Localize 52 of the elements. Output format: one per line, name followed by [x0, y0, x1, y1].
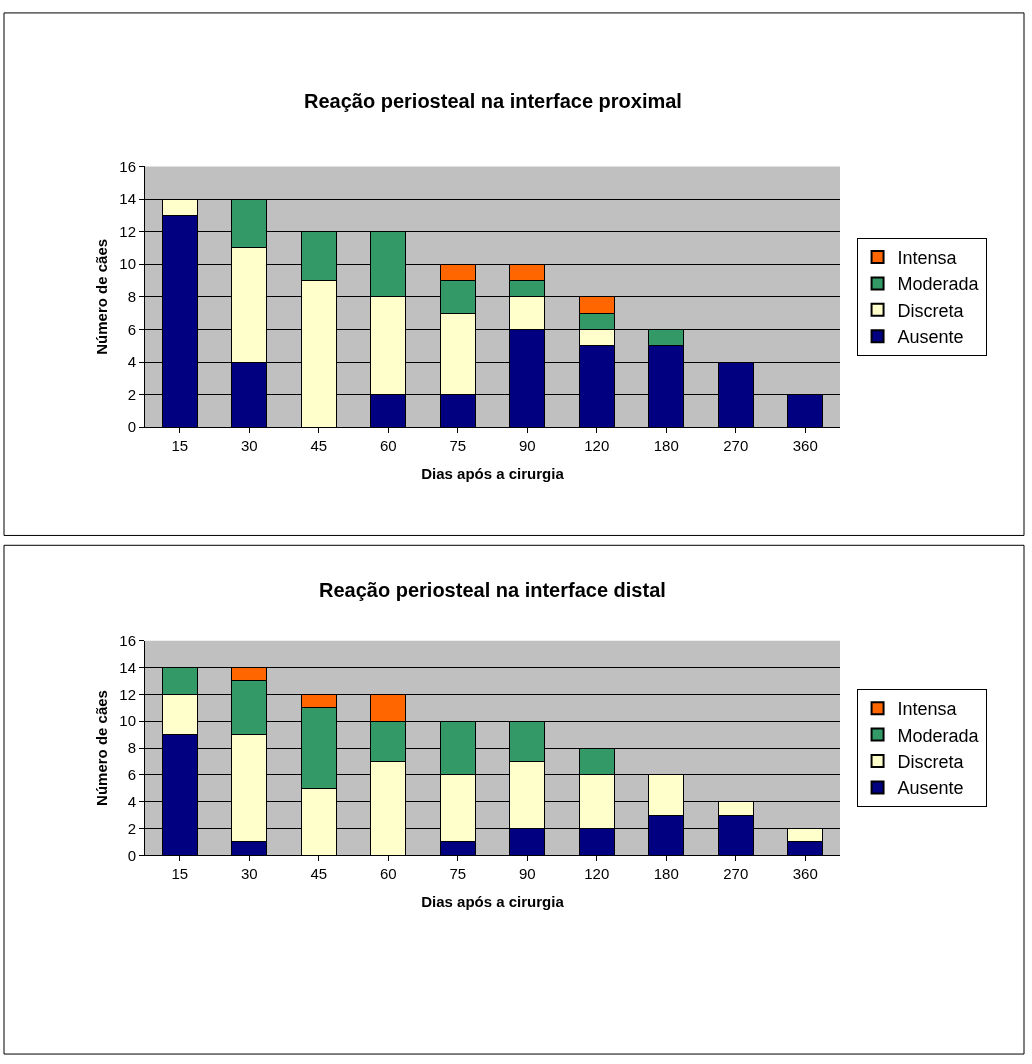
x-tick-label: 120	[584, 865, 610, 883]
y-tick-label: 0	[127, 418, 136, 436]
x-tick-label: 270	[723, 865, 749, 883]
x-tick-label: 90	[518, 865, 536, 883]
x-tick-label: 15	[171, 437, 189, 455]
y-axis-title: Número de cães	[92, 238, 110, 355]
x-tick-label: 75	[449, 865, 467, 883]
y-tick-label: 16	[119, 157, 136, 175]
legend-label: Ausente	[897, 327, 964, 348]
legend-label: Moderada	[897, 725, 980, 746]
y-tick-label: 8	[127, 288, 136, 306]
chart-title: Reação periosteal na interface distal	[319, 579, 666, 601]
x-tick-label: 270	[723, 437, 749, 455]
y-tick-label: 8	[127, 739, 136, 757]
y-tick-label: 6	[127, 766, 136, 784]
x-tick-label: 45	[310, 437, 328, 455]
y-tick-label: 2	[127, 385, 136, 403]
x-axis-title: Dias após a cirurgia	[421, 893, 565, 911]
y-tick-label: 12	[119, 685, 136, 703]
legend-label: Intensa	[897, 699, 958, 720]
x-tick-label: 180	[653, 437, 679, 455]
x-tick-label: 120	[584, 437, 610, 455]
x-tick-label: 15	[171, 865, 189, 883]
legend-label: Moderada	[897, 274, 980, 295]
chart-title: Reação periosteal na interface proximal	[304, 90, 682, 112]
x-tick-label: 45	[310, 865, 328, 883]
y-tick-label: 10	[119, 255, 136, 273]
x-tick-label: 180	[653, 865, 679, 883]
y-tick-label: 10	[119, 712, 136, 730]
legend-label: Discreta	[897, 300, 965, 321]
y-axis-title: Número de cães	[92, 690, 110, 806]
x-tick-label: 75	[449, 437, 467, 455]
x-tick-label: 360	[792, 865, 818, 883]
y-tick-label: 14	[119, 658, 136, 676]
y-tick-label: 0	[127, 846, 136, 864]
y-tick-label: 16	[119, 631, 136, 649]
legend-label: Discreta	[897, 752, 965, 773]
x-tick-label: 360	[792, 437, 818, 455]
x-tick-label: 30	[240, 437, 258, 455]
legend-label: Ausente	[897, 778, 964, 799]
x-tick-label: 60	[379, 437, 397, 455]
x-tick-label: 90	[518, 437, 536, 455]
legend-label: Intensa	[897, 248, 958, 269]
x-axis-title: Dias após a cirurgia	[421, 465, 565, 483]
x-tick-label: 30	[240, 865, 258, 883]
y-tick-label: 6	[127, 320, 136, 338]
x-tick-label: 60	[379, 865, 397, 883]
y-tick-label: 14	[119, 190, 136, 208]
y-tick-label: 4	[127, 353, 136, 371]
y-tick-label: 4	[127, 792, 136, 810]
y-tick-label: 12	[119, 222, 136, 240]
y-tick-label: 2	[127, 819, 136, 837]
